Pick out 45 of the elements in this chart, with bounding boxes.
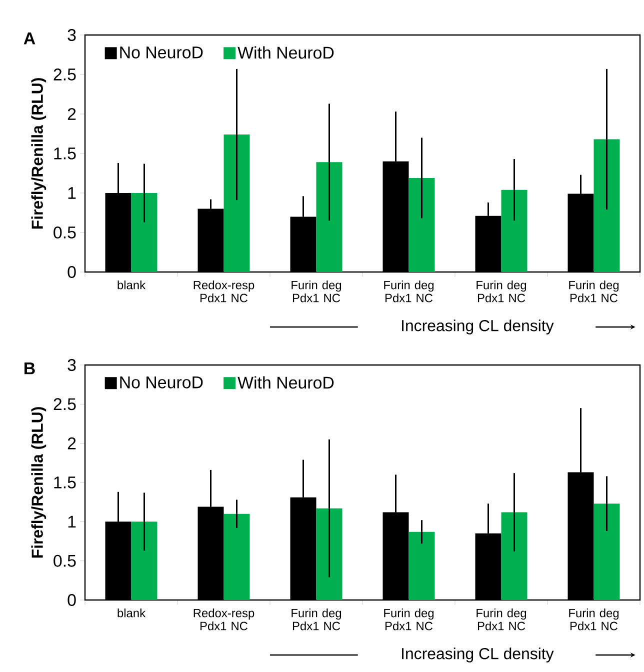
y-axis-title: Firefly/Renilla (RLU) — [31, 407, 46, 558]
y-axis-title: Firefly/Renilla (RLU) — [31, 78, 46, 229]
y-tick-label: 1 — [68, 187, 76, 199]
bar — [501, 190, 528, 272]
bar — [224, 134, 250, 272]
y-tick-label: 0 — [68, 266, 76, 278]
x-tick-label: Redox-resp Pdx1 NC — [194, 608, 254, 630]
x-tick-label: Furin deg Pdx1 NC — [384, 280, 434, 302]
x-tick-label: blank — [118, 608, 146, 618]
legend-label: No NeuroD — [120, 46, 203, 58]
chart-title: A — [24, 32, 36, 44]
bar — [594, 504, 620, 600]
text: Increasing CL density — [402, 648, 554, 662]
bar — [131, 522, 158, 600]
x-tick-label: Furin deg Pdx1 NC — [384, 608, 434, 630]
bar — [224, 514, 250, 600]
legend-label: With NeuroD — [238, 376, 334, 389]
legend-label: With NeuroD — [238, 46, 334, 59]
x-tick-label: Furin deg Pdx1 NC — [569, 280, 619, 302]
y-tick-label: 2 — [68, 108, 76, 120]
x-tick-label: Furin deg Pdx1 NC — [476, 608, 526, 630]
x-tick-label: Furin deg Pdx1 NC — [476, 280, 526, 302]
bar — [408, 532, 435, 600]
text: Increasing CL density — [402, 320, 554, 334]
y-tick-label: 3 — [68, 358, 76, 371]
y-tick-label: 2.5 — [54, 398, 76, 410]
y-tick-label: 0.5 — [54, 226, 76, 238]
x-tick-label: Furin deg Pdx1 NC — [569, 608, 619, 630]
x-tick-label: Redox-resp Pdx1 NC — [194, 280, 254, 302]
y-tick-label: 1.5 — [54, 476, 76, 488]
legend-label: No NeuroD — [120, 376, 203, 388]
y-tick-label: 3 — [68, 28, 76, 41]
y-tick-label: 2 — [68, 437, 76, 450]
y-tick-label: 2.5 — [54, 68, 76, 80]
bar — [131, 192, 158, 272]
bar — [501, 512, 528, 600]
y-tick-label: 0.5 — [54, 554, 76, 567]
x-tick-label: Furin deg Pdx1 NC — [292, 280, 342, 302]
y-tick-label: 1 — [68, 516, 76, 528]
y-tick-label: 0 — [68, 594, 76, 606]
x-tick-label: blank — [118, 280, 146, 290]
bar — [408, 178, 435, 272]
chart-title: B — [24, 362, 35, 374]
x-tick-label: Furin deg Pdx1 NC — [292, 608, 342, 630]
y-tick-label: 1.5 — [54, 148, 76, 160]
